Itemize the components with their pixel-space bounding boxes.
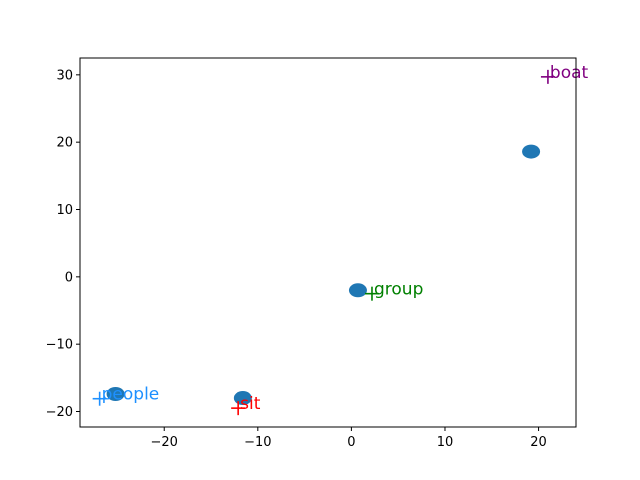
scatter-point: [348, 283, 367, 298]
y-tick-label: −20: [46, 405, 73, 420]
x-axis: −20 −10 0 10 20: [151, 427, 547, 450]
y-tick-label: −10: [46, 338, 73, 353]
word-markers: people sit group boat: [92, 63, 589, 416]
x-tick-label: 0: [347, 435, 355, 450]
x-tick-label: 20: [530, 435, 547, 450]
plot-frame: [79, 57, 577, 428]
word-label: boat: [550, 63, 589, 83]
y-tick-label: 20: [56, 136, 73, 151]
y-tick-label: 30: [56, 68, 73, 83]
y-axis: −20 −10 0 10 20 30: [46, 68, 80, 420]
x-tick-label: 10: [437, 435, 454, 450]
word-label: sit: [240, 394, 261, 414]
scatter-point: [106, 387, 125, 402]
scatter-point: [522, 144, 541, 159]
y-tick-label: 10: [56, 203, 73, 218]
word-label: group: [374, 280, 423, 300]
x-tick-label: −10: [244, 435, 271, 450]
x-tick-label: −20: [151, 435, 178, 450]
word-label: people: [102, 385, 160, 405]
y-tick-label: 0: [65, 270, 73, 285]
